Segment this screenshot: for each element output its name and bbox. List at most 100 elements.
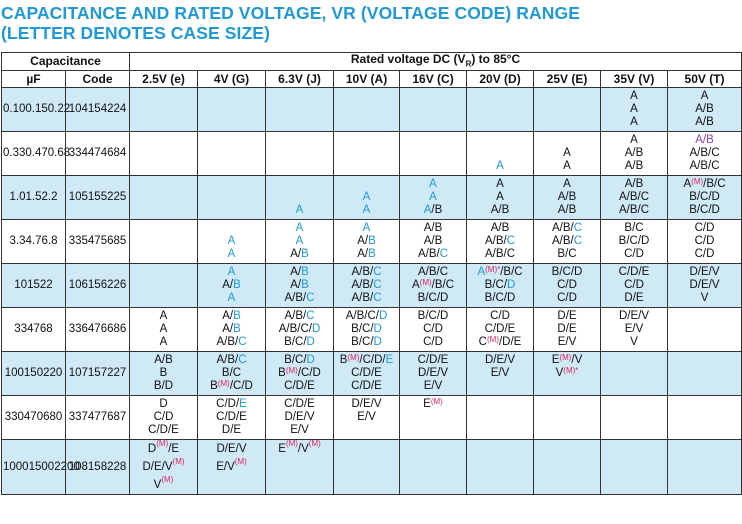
case-size-text: A [159, 336, 168, 349]
uf-value: 330 [4, 411, 24, 424]
case-size-line: E(M)/V [535, 354, 599, 367]
case-size-text: B/C/ [351, 323, 374, 336]
case-size-line [335, 424, 398, 437]
case-size-cell: A/B/C/D B/C/D B/C/D [333, 307, 401, 353]
marking-note: (M) [234, 457, 247, 467]
uf-value: 6.8 [41, 235, 58, 248]
case-size-cell [533, 439, 602, 496]
case-size-text: A/ [290, 248, 302, 261]
case-size-text: B [368, 248, 376, 261]
case-size-text: /B [431, 204, 443, 217]
case-size-line: A/B/C [335, 292, 398, 305]
title-line-1: CAPACITANCE AND RATED VOLTAGE, VR (VOLTA… [1, 3, 581, 23]
case-size-text: D [507, 279, 516, 292]
case-size-line: B(M)/C/D [199, 380, 264, 393]
case-size-cell: A/B A/B/C A/B/C [466, 219, 535, 265]
case-size-cell: A/B/C B/C B(M)/C/D [197, 351, 267, 397]
case-size-text: C [439, 248, 449, 261]
case-size-text: A/B/ [216, 354, 239, 367]
code-value: 157 [87, 367, 108, 380]
case-size-text: B/C/D [484, 292, 516, 305]
case-size-line: A/B [669, 103, 740, 116]
uf-value: 0.68 [47, 147, 71, 160]
table-row: 1.01.52.2 105155225 A A A A A A/B A A A/B A A/B A/B… [1, 175, 742, 221]
case-size-cell: D C/D C/D/E [129, 395, 199, 441]
case-size-line: D/E/V [199, 440, 264, 458]
case-size-text: A [295, 204, 304, 217]
case-size-line: C/D/E [131, 424, 196, 437]
case-size-text: A/B/ [284, 310, 307, 323]
case-size-line [468, 380, 532, 393]
case-size-cell: D/E/V E/V [466, 351, 535, 397]
case-size-text: A/B/ [351, 292, 374, 305]
case-size-text: D/E/V [689, 279, 720, 292]
case-size-text: A [563, 178, 571, 191]
case-size-line: D/E/V [669, 279, 740, 292]
case-size-line: D(M)/E [131, 440, 196, 458]
uf-value: 150 [23, 367, 44, 380]
case-size-cell [129, 263, 199, 309]
case-size-line: D/E [199, 424, 264, 437]
case-size-line: A(M)/B/C [669, 178, 740, 191]
marking-note: (M) [419, 278, 432, 288]
case-size-cell: E(M)/V V(M)* [533, 351, 602, 397]
marking-note: (M) [161, 475, 174, 485]
case-size-text: /V [571, 354, 583, 367]
voltage-header: 20V (D) [466, 70, 535, 89]
case-size-line: C/D/E [267, 398, 332, 411]
case-size-cell: A A/B A/B [600, 131, 669, 177]
case-size-cell [600, 395, 669, 441]
case-size-text: B [301, 279, 309, 292]
case-size-text: B/C/D [417, 292, 449, 305]
case-size-text: E/V [357, 411, 376, 424]
capacitance-header: Capacitance [0, 51, 131, 72]
case-size-line: A/B/C [669, 160, 740, 173]
case-size-cell: A A A/B [265, 219, 335, 265]
case-size-cell: B/C/D C/D C/D [399, 307, 468, 353]
case-size-cell [197, 131, 267, 177]
case-size-line: A(M)/B/C [401, 279, 465, 292]
case-size-line: E/V [602, 323, 666, 336]
case-size-line: A/B/C [199, 354, 264, 367]
case-size-text: B/C/D [618, 235, 650, 248]
case-size-text: C/D [694, 222, 715, 235]
case-size-text: A [159, 310, 168, 323]
case-size-text: A/B/ [216, 336, 239, 349]
case-size-cell: A A/B A/B [333, 219, 401, 265]
case-size-line: D/E/V [669, 266, 740, 279]
case-size-line: B/C/D [669, 191, 740, 204]
case-size-text: D [378, 310, 388, 323]
case-size-text: C [573, 235, 583, 248]
case-size-line: B/C/D [267, 336, 332, 349]
case-size-cell: E(M)/V(M) [265, 439, 335, 496]
case-size-text: B/C [221, 367, 242, 380]
case-size-line: A/B/C [335, 266, 398, 279]
case-size-line: A/B [468, 222, 532, 235]
case-size-cell: B/C/D C/D C/D [533, 263, 602, 309]
case-size-text: A/B/C [417, 266, 449, 279]
case-size-line: C/D/E [602, 266, 666, 279]
case-size-line: D/E [535, 323, 599, 336]
case-size-text: B/C/D [689, 191, 720, 204]
case-size-text: A/B [423, 222, 443, 235]
case-size-text: C/D/E [351, 380, 382, 393]
case-size-line [267, 476, 332, 494]
case-size-cell: B/C B/C/D C/D [600, 219, 669, 265]
case-size-text: A/B [490, 204, 510, 217]
case-size-line: B(M)/C/D/E [335, 354, 398, 367]
case-size-cell: D/E/V D/E/V V [667, 263, 742, 309]
case-size-text: C [373, 292, 382, 305]
case-size-cell [466, 87, 535, 133]
voltage-header: 35V (V) [600, 70, 669, 89]
case-size-line: D/E/V(M) [131, 458, 196, 476]
case-size-cell [667, 395, 742, 441]
case-size-line: A/B/C [535, 222, 599, 235]
case-size-text: D/E/V [417, 367, 449, 380]
code-cell: 108158228 [64, 439, 131, 496]
case-size-text: A/B/ [284, 292, 307, 305]
case-size-cell: A/B/C A/B/C B/C [533, 219, 602, 265]
voltage-header: 50V (T) [667, 70, 742, 89]
code-value: 224 [107, 103, 127, 116]
uf-value: 33 [14, 323, 28, 336]
case-size-line: C/D/E [199, 398, 264, 411]
